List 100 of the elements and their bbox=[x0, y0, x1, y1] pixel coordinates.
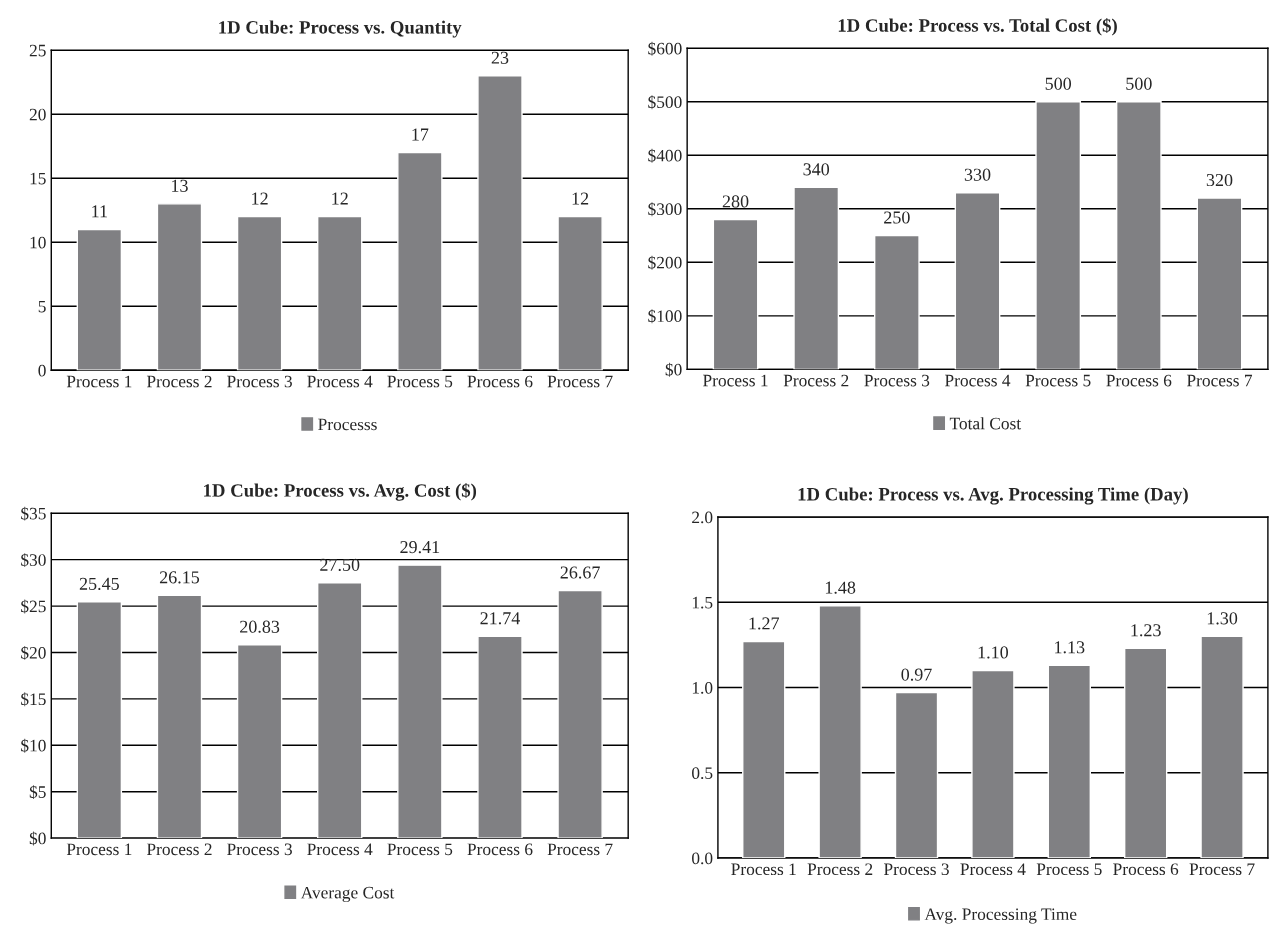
bar bbox=[156, 594, 203, 839]
bar bbox=[236, 644, 283, 839]
x-tick-label: Process 4 bbox=[960, 863, 1026, 876]
bar bbox=[397, 564, 443, 839]
data-label: 27.50 bbox=[320, 558, 360, 571]
bar bbox=[76, 228, 123, 371]
x-tick-label: Process 2 bbox=[783, 374, 849, 387]
y-tick-label: $25 bbox=[21, 599, 46, 614]
x-tick-label: Process 7 bbox=[547, 375, 613, 388]
data-label: 26.67 bbox=[560, 566, 600, 579]
chart-title: 1D Cube: Process vs. Avg. Processing Time (Day) bbox=[798, 487, 1188, 505]
data-label: 1.27 bbox=[749, 617, 780, 630]
bar bbox=[557, 589, 603, 839]
data-label: 23 bbox=[491, 51, 509, 64]
x-tick-label: Process 1 bbox=[731, 863, 796, 876]
data-label: 0.97 bbox=[901, 668, 932, 681]
bar bbox=[793, 186, 840, 370]
x-tick-label: Process 6 bbox=[1106, 374, 1172, 387]
x-tick-label: Process 4 bbox=[307, 375, 373, 388]
y-tick-label: 1.5 bbox=[692, 596, 713, 609]
bar bbox=[894, 691, 939, 858]
y-tick-label: 1.0 bbox=[692, 682, 713, 694]
x-tick-label: Process 7 bbox=[1186, 374, 1253, 387]
y-tick-label: $10 bbox=[21, 738, 46, 753]
bar bbox=[317, 582, 363, 839]
bar bbox=[477, 635, 523, 839]
y-tick-label: $30 bbox=[21, 553, 46, 568]
data-label: 12 bbox=[572, 192, 589, 205]
data-label: 340 bbox=[803, 163, 830, 176]
y-tick-label: $500 bbox=[648, 95, 682, 110]
y-tick-label: 5 bbox=[38, 300, 46, 313]
data-label: 250 bbox=[884, 211, 910, 224]
data-label: 280 bbox=[722, 195, 749, 208]
x-tick-label: Process 2 bbox=[807, 863, 873, 876]
x-tick-label: Process 2 bbox=[146, 375, 212, 388]
data-label: 12 bbox=[252, 192, 268, 205]
y-tick-label: $5 bbox=[29, 785, 46, 800]
legend-label: Avg. Processing Time bbox=[924, 908, 1077, 924]
chart-title: 1D Cube: Process vs. Total Cost ($) bbox=[838, 18, 1117, 36]
data-label: 25.45 bbox=[79, 577, 119, 590]
data-label: 1.13 bbox=[1055, 641, 1085, 654]
y-tick-label: 0.0 bbox=[692, 852, 713, 865]
x-tick-label: Process 1 bbox=[703, 374, 768, 387]
bar bbox=[236, 215, 283, 371]
y-tick-label: 25 bbox=[29, 44, 46, 57]
legend-label: Average Cost bbox=[300, 886, 395, 903]
x-tick-label: Process 2 bbox=[146, 843, 212, 856]
x-tick-label: Process 7 bbox=[547, 843, 613, 856]
data-label: 1.30 bbox=[1207, 612, 1238, 625]
bar bbox=[712, 218, 759, 370]
bar bbox=[818, 605, 862, 858]
bar bbox=[557, 215, 603, 371]
x-tick-label: Process 3 bbox=[227, 375, 292, 388]
bar bbox=[397, 151, 443, 371]
y-tick-label: $400 bbox=[648, 148, 682, 163]
data-label: 20.83 bbox=[240, 620, 280, 633]
y-tick-label: 0 bbox=[38, 364, 46, 377]
y-tick-label: $200 bbox=[648, 255, 682, 270]
x-tick-label: Process 3 bbox=[883, 863, 949, 876]
bar bbox=[1196, 197, 1243, 370]
x-tick-label: Process 3 bbox=[864, 374, 930, 387]
data-label: 330 bbox=[964, 168, 991, 181]
x-tick-label: Process 3 bbox=[227, 843, 292, 856]
chart-title: 1D Cube: Process vs. Avg. Cost ($) bbox=[204, 483, 477, 501]
bar bbox=[742, 640, 786, 858]
chart-title: 1D Cube: Process vs. Quantity bbox=[219, 20, 462, 38]
legend-label: Total Cost bbox=[949, 417, 1022, 430]
data-label: 320 bbox=[1206, 173, 1233, 187]
data-label: 1.23 bbox=[1131, 624, 1161, 637]
x-tick-label: Process 6 bbox=[467, 843, 533, 856]
y-tick-label: $15 bbox=[21, 692, 46, 707]
x-tick-label: Process 6 bbox=[1113, 863, 1179, 876]
bar bbox=[156, 203, 203, 371]
bar bbox=[1200, 635, 1244, 858]
data-label: 26.15 bbox=[159, 571, 200, 584]
y-tick-label: $0 bbox=[29, 831, 46, 846]
x-tick-label: Process 4 bbox=[307, 843, 373, 856]
y-tick-label: 0.5 bbox=[692, 767, 713, 780]
bar bbox=[1047, 664, 1091, 858]
y-tick-label: $100 bbox=[648, 309, 682, 324]
x-tick-label: Process 1 bbox=[66, 375, 132, 388]
x-tick-label: Process 6 bbox=[467, 375, 533, 388]
bar bbox=[477, 75, 523, 371]
y-tick-label: 2.0 bbox=[692, 511, 713, 524]
data-label: 29.41 bbox=[400, 541, 440, 554]
data-label: 1.10 bbox=[978, 646, 1009, 659]
data-label: 21.74 bbox=[480, 612, 521, 625]
y-tick-label: 10 bbox=[30, 236, 46, 249]
x-tick-label: Process 1 bbox=[66, 843, 132, 856]
x-tick-label: Process 5 bbox=[1036, 863, 1102, 876]
data-label: 17 bbox=[412, 128, 429, 141]
bar bbox=[1123, 647, 1168, 858]
x-tick-label: Process 5 bbox=[387, 843, 453, 856]
data-label: 500 bbox=[1045, 77, 1072, 90]
data-label: 12 bbox=[332, 192, 348, 205]
data-label: 500 bbox=[1126, 77, 1152, 90]
bar bbox=[317, 215, 363, 371]
x-tick-label: Process 7 bbox=[1189, 863, 1255, 876]
x-tick-label: Process 5 bbox=[1025, 374, 1091, 387]
y-tick-label: $300 bbox=[648, 202, 682, 217]
